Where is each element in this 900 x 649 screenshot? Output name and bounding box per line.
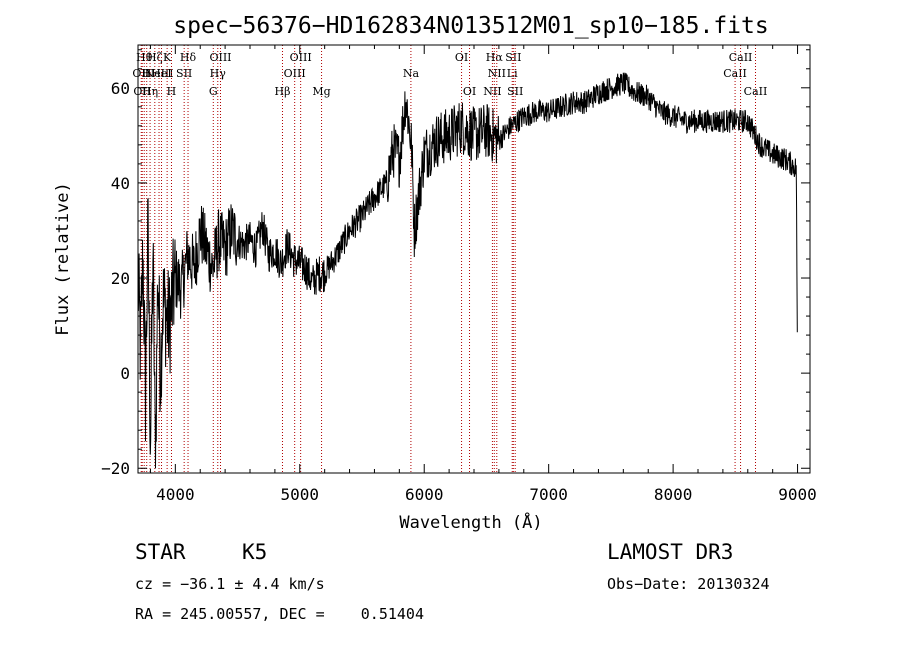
line-label: Na: [403, 67, 420, 80]
line-label: G: [209, 85, 218, 98]
survey-name: LAMOST DR3: [607, 540, 734, 564]
y-axis-label: Flux (relative): [53, 182, 73, 336]
line-label: Li: [507, 67, 518, 80]
line-label: Mg: [312, 85, 330, 98]
x-tick-label: 8000: [654, 485, 693, 504]
x-tick-label: 4000: [156, 485, 195, 504]
object-subclass: K5: [242, 540, 268, 564]
line-label: Hη: [142, 85, 158, 98]
line-label: H: [167, 85, 177, 98]
x-tick-label: 7000: [529, 485, 568, 504]
line-label: Hδ: [180, 51, 197, 64]
y-tick-label: 40: [111, 174, 130, 193]
coordinates: RA = 245.00557, DEC = 0.51404: [135, 605, 424, 623]
line-label: OIII: [284, 67, 306, 80]
y-tick-label: 20: [111, 269, 130, 288]
x-axis-label: Wavelength (Å): [399, 511, 542, 533]
line-label: OI: [463, 85, 476, 98]
line-label: Hβ: [275, 85, 291, 98]
line-label: OIII: [290, 51, 312, 64]
line-label: SII: [176, 67, 192, 80]
line-label: Hγ: [210, 67, 227, 80]
line-label: HeI: [151, 67, 171, 80]
chart-title: spec−56376−HD162834N013512M01_sp10−185.f…: [173, 13, 768, 39]
line-label: OIII: [209, 51, 231, 64]
line-label: NeIII: [144, 67, 173, 80]
line-label: Hα: [486, 51, 504, 64]
axis-ticks: 4000 5000 6000 7000 8000 9000 −20 0 20 40 60: [101, 45, 817, 504]
object-class: STAR: [135, 540, 186, 564]
x-tick-label: 6000: [405, 485, 444, 504]
y-tick-label: −20: [101, 459, 130, 478]
line-label: OI: [455, 51, 468, 64]
observation-date: Obs−Date: 20130324: [607, 575, 770, 593]
line-label: CaII: [744, 85, 768, 98]
line-label: Hθ: [136, 51, 153, 64]
line-label: Hζ: [147, 51, 163, 64]
line-label: OII: [132, 67, 150, 80]
redshift-cz: cz = −36.1 ± 4.4 km/s: [135, 575, 325, 593]
spectral-line-markers: OIIOIIHθHHηHζNeIIIHeIKHSIIHδGHγOIIIHβOII…: [132, 45, 767, 473]
line-label: NII: [483, 85, 501, 98]
line-label: K: [163, 51, 172, 64]
x-tick-label: 9000: [778, 485, 817, 504]
x-tick-label: 5000: [281, 485, 320, 504]
line-label: SII: [507, 85, 523, 98]
line-label: NII: [488, 67, 506, 80]
line-label: CaII: [729, 51, 753, 64]
line-label: SII: [505, 51, 521, 64]
line-label: CaII: [723, 67, 747, 80]
y-tick-label: 60: [111, 79, 130, 98]
spectrum-line: [137, 72, 798, 469]
line-label: H: [142, 67, 152, 80]
y-tick-label: 0: [120, 364, 130, 383]
